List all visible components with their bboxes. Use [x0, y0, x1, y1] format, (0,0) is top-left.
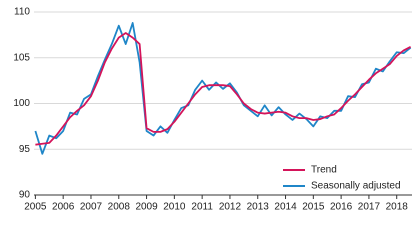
y-tick-label: 90 [19, 190, 31, 201]
x-tick-label: 2009 [135, 202, 158, 213]
x-tick-label: 2015 [302, 202, 325, 213]
x-tick-label: 2007 [80, 202, 103, 213]
x-tick-label: 2013 [247, 202, 270, 213]
y-tick-label: 105 [13, 52, 30, 63]
legend-label: Trend [311, 165, 337, 176]
x-tick-label: 2016 [330, 202, 353, 213]
x-tick-label: 2006 [52, 202, 75, 213]
y-tick-label: 100 [13, 98, 30, 109]
x-tick-label: 2017 [358, 202, 381, 213]
chart: 90 95 100 105 110 2005 2006 2007 2008 2009 2010 201… [13, 7, 412, 213]
series-line [34, 22, 412, 155]
series-line [35, 32, 412, 146]
x-tick-label: 2005 [24, 202, 47, 213]
legend-label: Seasonally adjusted [311, 181, 401, 192]
x-tick-label: 2010 [163, 202, 186, 213]
x-tick-label: 2008 [108, 202, 131, 213]
x-tick-label: 2014 [274, 202, 297, 213]
x-tick-label: 2011 [191, 202, 213, 213]
x-tick-label: 2012 [219, 202, 242, 213]
y-tick-label: 110 [14, 7, 30, 18]
x-tick-label: 2018 [386, 202, 409, 213]
y-tick-label: 95 [19, 144, 31, 155]
